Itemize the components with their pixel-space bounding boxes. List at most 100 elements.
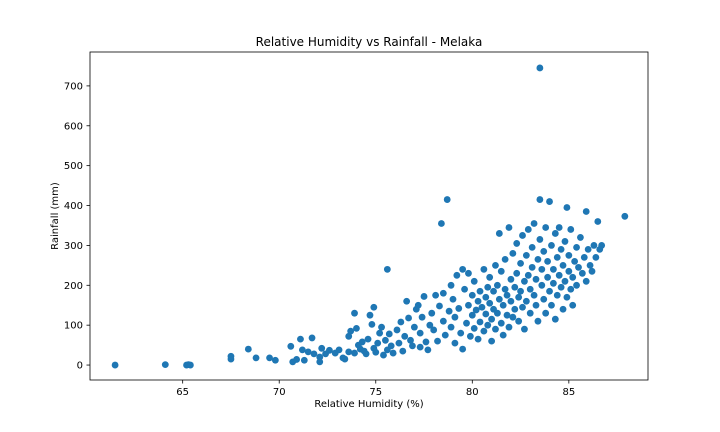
scatter-point bbox=[266, 354, 273, 362]
scatter-point bbox=[521, 277, 528, 285]
scatter-point bbox=[553, 291, 561, 299]
scatter-point bbox=[526, 285, 534, 293]
scatter-point bbox=[582, 277, 590, 285]
scatter-point bbox=[534, 255, 542, 263]
scatter-point bbox=[451, 313, 459, 321]
scatter-point bbox=[466, 332, 474, 340]
scatter-point bbox=[380, 351, 387, 359]
scatter-point bbox=[326, 346, 333, 354]
scatter-point bbox=[501, 255, 509, 263]
scatter-point bbox=[410, 323, 418, 331]
x-tick-label: 70 bbox=[273, 387, 286, 398]
y-tick-label: 600 bbox=[64, 121, 83, 132]
scatter-point bbox=[293, 356, 300, 363]
scatter-point bbox=[571, 257, 579, 265]
scatter-point bbox=[465, 301, 472, 309]
scatter-point bbox=[563, 293, 571, 301]
scatter-point bbox=[567, 226, 575, 233]
scatter-point bbox=[271, 356, 279, 364]
scatter-point bbox=[530, 220, 538, 227]
scatter-point bbox=[383, 265, 391, 273]
scatter-point bbox=[528, 244, 536, 251]
scatter-point bbox=[358, 338, 366, 346]
chart-title: Relative Humidity vs Rainfall - Melaka bbox=[256, 35, 483, 49]
scatter-point bbox=[351, 349, 358, 357]
scatter-point bbox=[492, 261, 499, 269]
scatter-point bbox=[372, 348, 380, 356]
scatter-point bbox=[490, 287, 497, 295]
scatter-point bbox=[546, 198, 553, 205]
scatter-point bbox=[503, 291, 511, 299]
scatter-point bbox=[445, 307, 453, 315]
scatter-point bbox=[418, 313, 426, 321]
scatter-point bbox=[590, 242, 598, 249]
scatter-point bbox=[439, 317, 447, 325]
scatter-point bbox=[414, 301, 422, 309]
scatter-point bbox=[480, 327, 488, 335]
scatter-points bbox=[111, 64, 629, 369]
scatter-point bbox=[511, 305, 519, 313]
scatter-point bbox=[436, 302, 443, 310]
scatter-point bbox=[592, 253, 600, 261]
scatter-point bbox=[524, 271, 532, 279]
scatter-point bbox=[385, 330, 393, 338]
scatter-point bbox=[401, 332, 409, 340]
scatter-point bbox=[557, 246, 565, 253]
scatter-point bbox=[300, 356, 308, 364]
scatter-point bbox=[161, 361, 169, 369]
scatter-point bbox=[459, 265, 467, 273]
scatter-point bbox=[542, 309, 550, 317]
x-tick-label: 80 bbox=[466, 387, 479, 398]
scatter-point bbox=[434, 337, 441, 345]
scatter-point bbox=[532, 275, 540, 283]
scatter-point bbox=[540, 247, 548, 255]
scatter-point bbox=[368, 320, 376, 328]
scatter-point bbox=[522, 251, 530, 259]
y-tick-label: 300 bbox=[64, 241, 83, 252]
scatter-point bbox=[586, 261, 594, 269]
scatter-point bbox=[428, 309, 436, 317]
y-axis-label: Rainfall (mm) bbox=[50, 182, 61, 250]
scatter-point bbox=[542, 224, 550, 231]
scatter-point bbox=[393, 326, 401, 334]
scatter-point bbox=[555, 224, 563, 231]
scatter-point bbox=[455, 305, 463, 312]
scatter-point bbox=[426, 321, 434, 329]
scatter-point bbox=[538, 265, 546, 273]
scatter-point bbox=[567, 285, 575, 293]
scatter-point bbox=[430, 326, 438, 334]
scatter-point bbox=[474, 335, 482, 343]
scatter-point bbox=[580, 253, 588, 261]
x-axis-label: Relative Humidity (%) bbox=[314, 399, 423, 410]
scatter-point bbox=[376, 329, 384, 337]
scatter-point bbox=[505, 323, 513, 331]
scatter-point bbox=[316, 353, 324, 361]
scatter-point bbox=[513, 240, 521, 247]
scatter-point bbox=[555, 271, 563, 279]
scatter-point bbox=[507, 275, 515, 283]
scatter-point bbox=[465, 269, 472, 277]
scatter-point bbox=[461, 285, 468, 293]
scatter-point bbox=[536, 64, 544, 72]
scatter-point bbox=[536, 236, 544, 243]
scatter-point bbox=[492, 325, 499, 333]
scatter-point bbox=[409, 342, 416, 350]
scatter-point bbox=[443, 196, 451, 203]
scatter-point bbox=[416, 343, 424, 351]
scatter-point bbox=[515, 317, 523, 325]
scatter-point bbox=[577, 234, 584, 241]
scatter-point bbox=[422, 338, 430, 346]
scatter-point bbox=[347, 327, 355, 335]
scatter-point bbox=[540, 295, 548, 303]
scatter-point bbox=[451, 339, 459, 347]
scatter-point bbox=[549, 265, 557, 273]
scatter-point bbox=[569, 301, 577, 309]
scatter-point bbox=[362, 350, 370, 358]
scatter-point bbox=[482, 293, 490, 301]
scatter-point bbox=[588, 267, 596, 275]
scatter-point bbox=[497, 319, 505, 327]
scatter-point bbox=[252, 354, 260, 362]
scatter-point bbox=[366, 311, 374, 319]
scatter-point bbox=[416, 329, 424, 337]
scatter-point bbox=[507, 297, 515, 305]
